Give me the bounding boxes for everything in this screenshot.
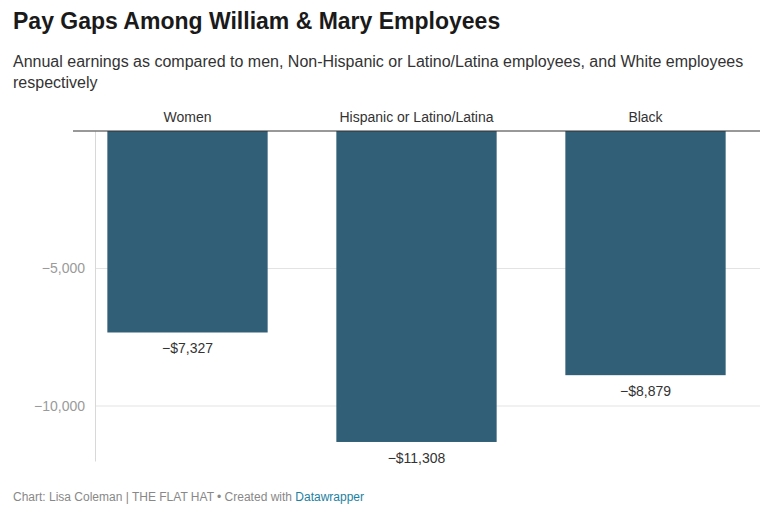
chart: −10,000 −5,000 Women Hispanic or Latino/Lat… [0,0,768,518]
axis-line [95,132,96,462]
bars [107,131,725,442]
y-axis: −10,000 −5,000 [34,132,96,462]
bar [107,131,267,332]
tick-label: −5,000 [42,260,85,276]
baseline [73,131,760,132]
subtitle: Annual earnings as compared to men, Non-… [13,51,761,93]
y-tick: −10,000 [34,398,95,414]
category-labels: Women Hispanic or Latino/Latina Black [164,109,664,125]
footer-text: Chart: Lisa Coleman | THE FLAT HAT • Cre… [13,490,292,504]
data-label: −$7,327 [162,340,213,356]
bar [336,131,496,442]
category-label: Black [628,109,663,125]
category-label: Women [164,109,212,125]
data-labels: −$7,327 −$11,308 −$8,879 [162,340,671,465]
tick-label: −10,000 [34,398,85,414]
bar [565,131,725,375]
title: Pay Gaps Among William & Mary Employees [13,8,500,35]
data-label: −$8,879 [620,383,671,399]
footer-link: Datawrapper [295,490,364,504]
category-label: Hispanic or Latino/Latina [339,109,493,125]
data-label: −$11,308 [388,450,446,466]
y-tick: −5,000 [42,260,95,276]
footer: Chart: Lisa Coleman | THE FLAT HAT • Cre… [13,490,364,504]
